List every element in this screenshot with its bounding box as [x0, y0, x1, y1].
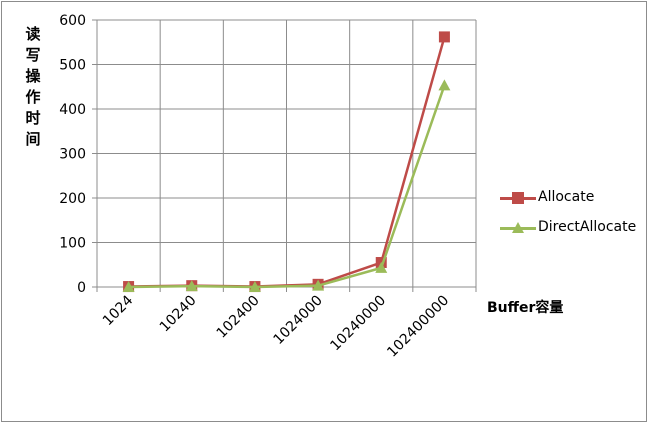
- legend-marker-directallocate: [512, 222, 524, 233]
- y-axis-title-char: 时: [25, 109, 41, 127]
- y-axis-title-char: 读: [25, 25, 41, 43]
- x-tick-label-1024000: 1024000: [271, 293, 326, 348]
- x-tick-label-102400: 102400: [214, 293, 263, 342]
- point-directallocate-1024: [122, 281, 135, 292]
- point-directallocate-102400000: [438, 79, 451, 91]
- point-allocate-102400000: [438, 31, 450, 43]
- x-axis-title: Buffer容量: [487, 300, 564, 316]
- y-tick-label-600: 600: [59, 13, 86, 29]
- y-axis-title-char: 写: [25, 46, 41, 64]
- y-axis-title-char: 间: [25, 130, 41, 148]
- axes: [92, 19, 477, 292]
- y-tick-label-100: 100: [59, 236, 86, 252]
- gridlines: [97, 19, 477, 287]
- y-axis-title-char: 作: [25, 88, 41, 106]
- square-marker-icon: [512, 192, 524, 204]
- y-tick-label-0: 0: [77, 280, 86, 296]
- series-line-directallocate: [128, 85, 446, 289]
- series-lines: [122, 31, 451, 293]
- point-directallocate-1024000: [312, 279, 325, 291]
- y-tick-label-400: 400: [59, 102, 86, 118]
- y-tick-labels: 0 100 200 300 400 500 600: [59, 13, 86, 296]
- point-directallocate-102400: [248, 281, 261, 292]
- x-tick-label-1024: 1024: [100, 292, 137, 329]
- triangle-marker-icon: [512, 222, 524, 233]
- x-tick-label-10240000: 10240000: [327, 293, 389, 355]
- y-tick-label-300: 300: [59, 147, 86, 163]
- legend-label-directallocate: DirectAllocate: [538, 219, 637, 235]
- point-directallocate-10240000: [375, 261, 388, 273]
- legend-marker-allocate: [512, 192, 524, 204]
- series-directallocate: [122, 79, 451, 292]
- point-directallocate-10240: [185, 280, 198, 292]
- y-axis-title-char: 操: [25, 67, 41, 85]
- y-tick-label-500: 500: [59, 58, 86, 74]
- x-tick-label-10240: 10240: [157, 293, 200, 336]
- legend-label-allocate: Allocate: [538, 189, 595, 205]
- x-tick-label-102400000: 102400000: [384, 293, 452, 361]
- y-tick-label-200: 200: [59, 191, 86, 207]
